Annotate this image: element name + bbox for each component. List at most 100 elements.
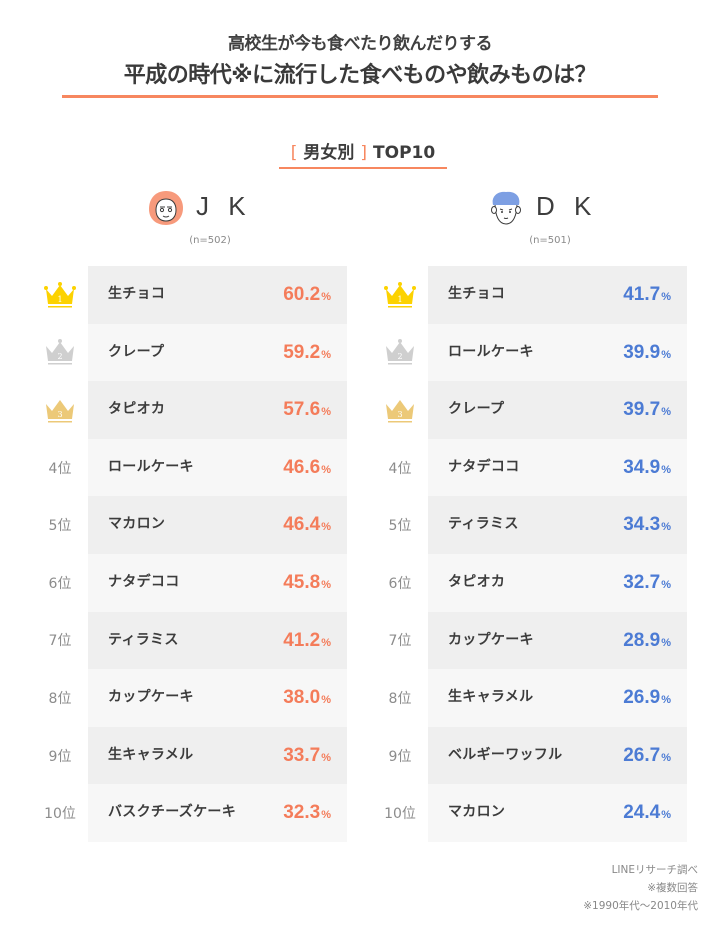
- jk-rank-column: 1 2 3 4位 5位 6位 7位 8位 9位 10位: [36, 266, 84, 842]
- rank-3-crown: 3: [376, 381, 424, 439]
- table-row: ベルギーワッフル 26.7%: [428, 726, 687, 785]
- rank-2-crown: 2: [36, 324, 84, 382]
- silver-crown-icon: 2: [386, 339, 414, 365]
- table-row: ナタデココ 34.9%: [428, 438, 687, 497]
- rank-1-crown: 1: [376, 266, 424, 324]
- table-row: ティラミス 34.3%: [428, 496, 687, 554]
- rank-label: 9位: [48, 748, 72, 765]
- rank-label: 9位: [388, 748, 412, 765]
- item-percent: 45.8%: [283, 571, 331, 593]
- gold-crown-icon: 1: [44, 281, 76, 308]
- item-percent: 32.7%: [623, 571, 671, 593]
- table-row: ロールケーキ 46.6%: [88, 438, 347, 497]
- item-percent: 39.9%: [623, 341, 671, 363]
- item-percent: 38.0%: [283, 687, 331, 709]
- jk-sample-size: (n=502): [189, 235, 231, 246]
- table-row: カップケーキ 28.9%: [428, 611, 687, 670]
- item-percent: 41.2%: [283, 629, 331, 651]
- subtitle-underline: [279, 167, 447, 169]
- rank-label: 5位: [48, 518, 72, 535]
- table-row: バスクチーズケーキ 32.3%: [88, 784, 347, 842]
- item-name: ナタデココ: [448, 458, 520, 475]
- rank-1-crown: 1: [36, 266, 84, 324]
- rank-label: 10位: [44, 806, 76, 823]
- item-name: 生キャラメル: [108, 746, 194, 763]
- dk-sample-size: (n=501): [529, 235, 571, 246]
- item-percent: 34.3%: [623, 514, 671, 536]
- item-name: カップケーキ: [108, 689, 194, 706]
- title-divider: [62, 95, 658, 98]
- svg-text:1: 1: [57, 295, 62, 304]
- item-name: クレープ: [448, 401, 505, 418]
- item-percent: 24.4%: [623, 802, 671, 824]
- jk-label: J K: [196, 191, 252, 221]
- bronze-crown-icon: 3: [46, 399, 74, 423]
- item-percent: 46.4%: [283, 514, 331, 536]
- item-percent: 33.7%: [283, 744, 331, 766]
- table-row: カップケーキ 38.0%: [88, 669, 347, 727]
- rank-label: 6位: [48, 575, 72, 592]
- item-name: タピオカ: [108, 401, 166, 418]
- item-name: 生チョコ: [448, 286, 506, 302]
- table-row: タピオカ 32.7%: [428, 553, 687, 612]
- era-note: ※1990年代〜2010年代: [583, 900, 698, 912]
- bracket-close: ]: [360, 143, 368, 163]
- item-name: ロールケーキ: [448, 343, 534, 360]
- table-row: タピオカ 57.6%: [88, 381, 347, 439]
- dk-header: D K (n=501): [410, 188, 690, 248]
- source-note: LINEリサーチ調べ: [611, 864, 698, 876]
- item-name: ロールケーキ: [108, 458, 194, 475]
- svg-text:2: 2: [397, 352, 402, 361]
- item-percent: 26.7%: [623, 744, 671, 766]
- table-row: ナタデココ 45.8%: [88, 553, 347, 612]
- rank-label: 4位: [48, 460, 72, 477]
- svg-text:3: 3: [57, 410, 62, 419]
- jk-ranking-table: 生チョコ 60.2% クレープ 59.2% タピオカ 57.6% ロールケーキ 46.6…: [88, 266, 347, 842]
- item-percent: 41.7%: [623, 284, 671, 305]
- table-row: 生チョコ 41.7%: [428, 266, 687, 324]
- item-percent: 26.9%: [623, 687, 671, 709]
- table-row: 生キャラメル 26.9%: [428, 669, 687, 727]
- section-subtitle: [男女別] TOP10: [0, 138, 720, 163]
- item-percent: 59.2%: [283, 341, 331, 363]
- title-line-1: 高校生が今も食べたり飲んだりする: [228, 34, 493, 54]
- dk-ranking-table: 生チョコ 41.7% ロールケーキ 39.9% クレープ 39.7% ナタデココ 34.…: [428, 266, 687, 842]
- bronze-crown-icon: 3: [386, 399, 414, 423]
- item-percent: 28.9%: [623, 629, 671, 651]
- item-name: 生チョコ: [108, 286, 166, 302]
- rank-label: 6位: [388, 575, 412, 592]
- table-row: 生キャラメル 33.7%: [88, 726, 347, 785]
- dk-rank-column: 1 2 3 4位 5位 6位 7位 8位 9位 10位: [376, 266, 424, 842]
- table-row: マカロン 24.4%: [428, 784, 687, 842]
- rank-2-crown: 2: [376, 324, 424, 382]
- item-name: クレープ: [108, 343, 165, 360]
- item-name: マカロン: [448, 804, 506, 821]
- table-row: 生チョコ 60.2%: [88, 266, 347, 324]
- item-percent: 34.9%: [623, 456, 671, 478]
- dk-label: D K: [536, 191, 598, 221]
- item-name: バスクチーズケーキ: [108, 804, 236, 821]
- svg-text:3: 3: [397, 410, 402, 419]
- item-percent: 60.2%: [283, 284, 331, 305]
- item-name: ティラミス: [448, 516, 519, 533]
- subtitle-suffix: TOP10: [373, 143, 436, 163]
- item-percent: 39.7%: [623, 399, 671, 421]
- rank-label: 8位: [388, 690, 412, 707]
- item-name: ベルギーワッフル: [448, 746, 563, 763]
- rank-3-crown: 3: [36, 381, 84, 439]
- item-name: カップケーキ: [448, 631, 534, 648]
- boy-face-icon: [486, 188, 526, 228]
- item-name: マカロン: [108, 516, 166, 533]
- jk-header: J K (n=502): [70, 188, 350, 248]
- girl-face-icon: [146, 188, 186, 228]
- title-line-2: 平成の時代※に流行した食べものや飲みものは？: [123, 63, 597, 88]
- rank-label: 5位: [388, 518, 412, 535]
- item-percent: 46.6%: [283, 456, 331, 478]
- bracket-open: [: [290, 143, 298, 163]
- svg-text:1: 1: [397, 295, 402, 304]
- item-name: ナタデココ: [108, 573, 180, 590]
- rank-label: 8位: [48, 690, 72, 707]
- rank-label: 4位: [388, 460, 412, 477]
- rank-label: 7位: [48, 633, 72, 650]
- subtitle-label: 男女別: [303, 143, 355, 163]
